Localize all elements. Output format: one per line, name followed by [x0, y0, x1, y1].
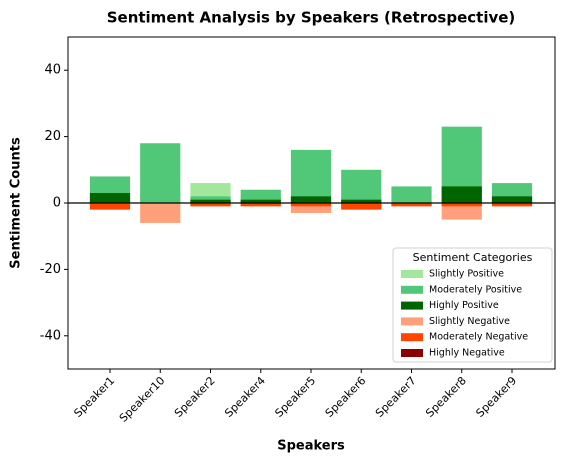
- legend-swatch: [401, 301, 423, 310]
- bar: [441, 203, 482, 220]
- bar: [290, 149, 332, 203]
- legend-label: Highly Negative: [429, 348, 505, 359]
- x-tick-label: Speaker5: [272, 374, 318, 420]
- x-tick-label: Speaker9: [473, 374, 519, 420]
- legend-swatch: [401, 349, 423, 357]
- x-tick-label: Speaker10: [117, 374, 168, 425]
- legend-title: Sentiment Categories: [413, 251, 533, 264]
- bar: [391, 203, 432, 207]
- bar: [290, 203, 332, 207]
- bar: [441, 203, 482, 207]
- legend-label: Highly Positive: [429, 300, 499, 311]
- legend-label: Slightly Positive: [429, 269, 504, 280]
- bar: [491, 203, 533, 207]
- y-tick-label: 20: [44, 129, 61, 144]
- bar: [89, 203, 131, 210]
- y-tick-label: 40: [44, 63, 61, 78]
- chart-title: Sentiment Analysis by Speakers (Retrospe…: [107, 9, 516, 27]
- bar: [341, 203, 382, 210]
- plot-frame: [67, 36, 556, 370]
- legend-box: [392, 247, 553, 363]
- legend-label: Moderately Negative: [429, 332, 528, 343]
- bar: [290, 203, 332, 213]
- bar: [240, 203, 281, 207]
- bar: [391, 186, 432, 203]
- bar: [190, 203, 231, 207]
- x-axis-label: Speakers: [277, 439, 345, 454]
- legend-label: Slightly Negative: [429, 316, 510, 327]
- y-axis-label: Sentiment Counts: [9, 137, 24, 269]
- bar: [290, 196, 332, 203]
- legend-swatch: [401, 333, 423, 342]
- bar: [491, 196, 533, 203]
- bar: [341, 169, 382, 203]
- legend-swatch: [401, 285, 423, 294]
- x-tick-label: Speaker4: [222, 374, 268, 420]
- bar: [140, 203, 181, 223]
- x-tick-label: Speaker6: [323, 374, 369, 420]
- legend-label: Moderately Positive: [429, 284, 522, 295]
- legend-swatch: [401, 270, 423, 278]
- bar: [341, 199, 382, 203]
- bar: [89, 193, 131, 203]
- x-tick-label: Speaker8: [423, 374, 469, 420]
- x-tick-label: Speaker7: [373, 374, 419, 420]
- bar: [441, 186, 482, 203]
- bar: [240, 199, 281, 203]
- y-tick-label: -20: [40, 262, 61, 277]
- y-tick-label: 0: [53, 196, 61, 211]
- bar: [190, 199, 231, 203]
- legend-swatch: [401, 317, 423, 326]
- x-tick-label: Speaker2: [172, 374, 218, 420]
- x-tick-label: Speaker1: [71, 374, 117, 420]
- y-tick-label: -40: [40, 328, 61, 343]
- bar: [140, 143, 181, 203]
